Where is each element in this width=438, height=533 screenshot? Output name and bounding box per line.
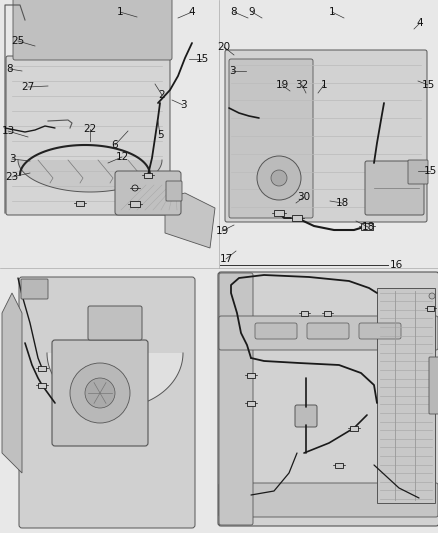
FancyBboxPatch shape xyxy=(429,357,438,414)
Text: 18: 18 xyxy=(336,198,349,208)
Text: 12: 12 xyxy=(115,152,129,162)
Bar xyxy=(76,200,84,206)
Bar xyxy=(292,215,302,221)
Text: 4: 4 xyxy=(417,18,423,28)
Text: 9: 9 xyxy=(249,7,255,17)
Text: 18: 18 xyxy=(361,222,374,232)
Text: 8: 8 xyxy=(7,64,13,74)
Bar xyxy=(377,288,435,503)
Bar xyxy=(350,425,358,431)
Text: 1: 1 xyxy=(328,7,336,17)
FancyBboxPatch shape xyxy=(359,323,401,339)
Bar xyxy=(38,383,46,387)
Text: 15: 15 xyxy=(424,166,437,176)
Text: 3: 3 xyxy=(180,100,186,110)
FancyBboxPatch shape xyxy=(19,277,195,528)
Bar xyxy=(361,222,373,230)
Bar xyxy=(144,173,152,177)
Circle shape xyxy=(257,156,301,200)
FancyBboxPatch shape xyxy=(88,306,142,340)
Text: 6: 6 xyxy=(112,140,118,150)
Text: 19: 19 xyxy=(276,80,289,90)
Bar xyxy=(335,463,343,467)
FancyBboxPatch shape xyxy=(255,323,297,339)
FancyBboxPatch shape xyxy=(229,59,313,218)
Text: 27: 27 xyxy=(21,82,35,92)
Text: 23: 23 xyxy=(5,172,19,182)
Text: 5: 5 xyxy=(157,130,163,140)
Text: 17: 17 xyxy=(219,254,233,264)
Text: 15: 15 xyxy=(195,54,208,64)
Circle shape xyxy=(85,378,115,408)
FancyBboxPatch shape xyxy=(6,56,170,215)
Text: 16: 16 xyxy=(390,260,403,270)
FancyBboxPatch shape xyxy=(115,171,181,215)
Text: 2: 2 xyxy=(159,90,165,100)
FancyBboxPatch shape xyxy=(166,181,182,201)
Bar xyxy=(274,210,284,216)
Circle shape xyxy=(429,293,435,299)
Text: 3: 3 xyxy=(9,154,15,164)
Text: 3: 3 xyxy=(229,66,235,76)
Polygon shape xyxy=(165,193,215,248)
FancyBboxPatch shape xyxy=(219,483,438,517)
Circle shape xyxy=(271,170,287,186)
Circle shape xyxy=(132,185,138,191)
FancyBboxPatch shape xyxy=(52,340,148,446)
Bar xyxy=(324,311,331,316)
FancyBboxPatch shape xyxy=(408,160,428,184)
Circle shape xyxy=(70,363,130,423)
Bar xyxy=(38,366,46,370)
FancyBboxPatch shape xyxy=(219,316,438,350)
FancyBboxPatch shape xyxy=(219,273,253,525)
Text: 19: 19 xyxy=(215,226,229,236)
Bar xyxy=(247,400,255,406)
Bar xyxy=(219,0,438,268)
FancyBboxPatch shape xyxy=(365,161,424,215)
FancyBboxPatch shape xyxy=(307,323,349,339)
Text: 32: 32 xyxy=(295,80,309,90)
Bar xyxy=(130,201,140,207)
Bar xyxy=(427,305,434,311)
Text: 22: 22 xyxy=(83,124,97,134)
Bar xyxy=(247,373,255,377)
FancyBboxPatch shape xyxy=(21,279,48,299)
Text: 30: 30 xyxy=(297,192,311,202)
FancyBboxPatch shape xyxy=(218,272,438,526)
Text: 13: 13 xyxy=(1,126,14,136)
Bar xyxy=(0,0,219,268)
Text: 20: 20 xyxy=(217,42,230,52)
Bar xyxy=(300,311,307,316)
Polygon shape xyxy=(2,293,22,473)
Polygon shape xyxy=(47,353,183,408)
Text: 1: 1 xyxy=(117,7,124,17)
Text: 1: 1 xyxy=(321,80,327,90)
FancyBboxPatch shape xyxy=(13,0,172,60)
FancyBboxPatch shape xyxy=(295,405,317,427)
Text: 8: 8 xyxy=(231,7,237,17)
Text: 4: 4 xyxy=(189,7,195,17)
Text: 25: 25 xyxy=(11,36,25,46)
Text: 15: 15 xyxy=(421,80,434,90)
FancyBboxPatch shape xyxy=(225,50,427,222)
Polygon shape xyxy=(18,160,162,192)
Bar xyxy=(0,268,438,533)
